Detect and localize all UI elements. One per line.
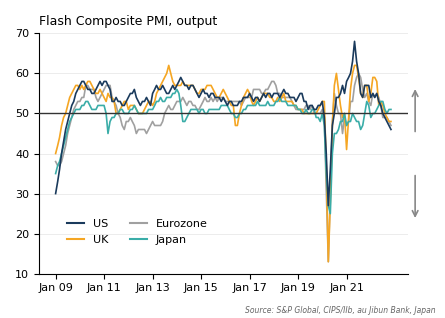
Text: Flash Composite PMI, output: Flash Composite PMI, output bbox=[39, 15, 217, 28]
Text: Source: S&P Global, CIPS/IIb, au Jibun Bank, Japan: Source: S&P Global, CIPS/IIb, au Jibun B… bbox=[246, 306, 436, 315]
Legend: US, UK, Eurozone, Japan: US, UK, Eurozone, Japan bbox=[63, 215, 212, 249]
